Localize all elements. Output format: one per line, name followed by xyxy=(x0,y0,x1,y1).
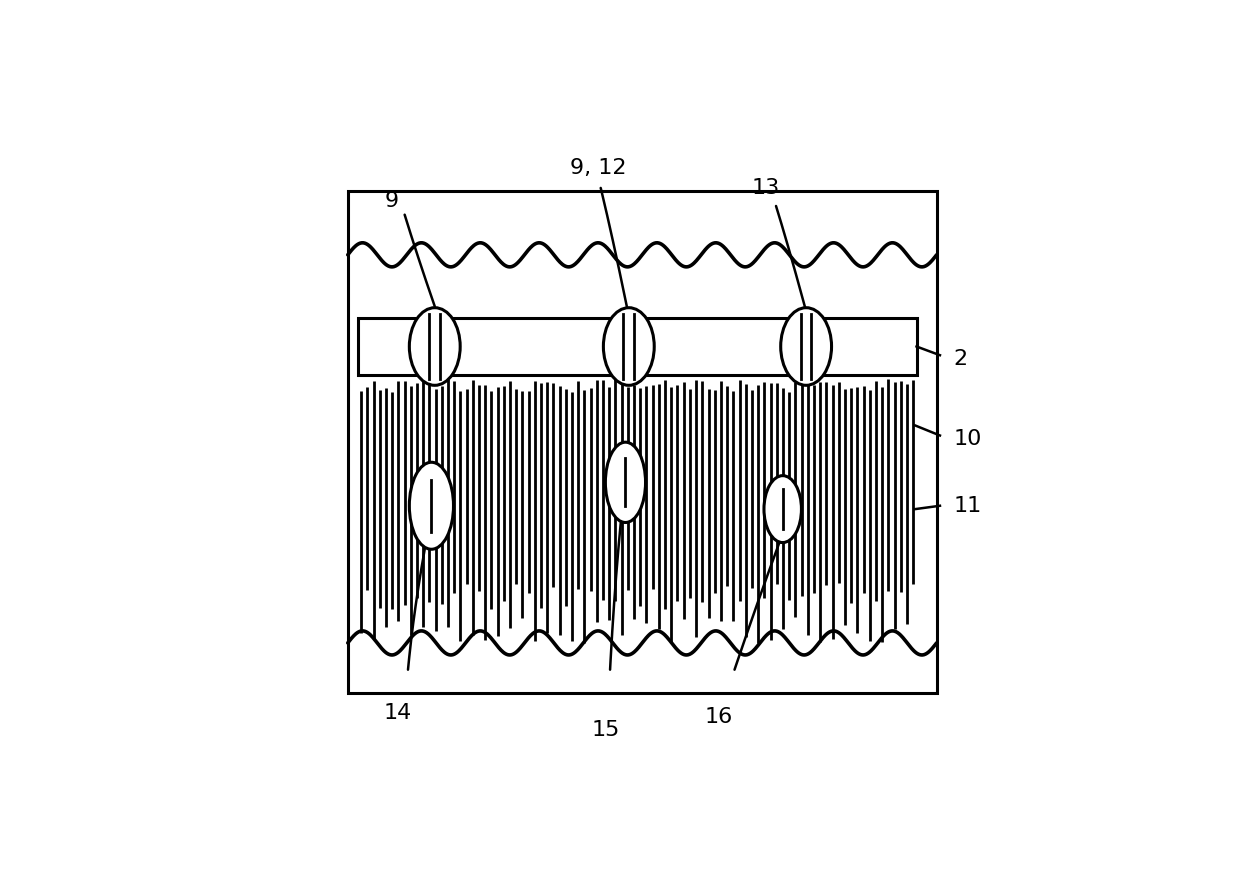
Text: 9, 12: 9, 12 xyxy=(570,158,627,178)
Text: 14: 14 xyxy=(384,703,412,723)
Text: 15: 15 xyxy=(591,720,620,740)
Text: 10: 10 xyxy=(954,428,982,449)
Text: 16: 16 xyxy=(706,706,733,726)
Bar xyxy=(358,318,916,375)
Ellipse shape xyxy=(409,308,460,385)
Text: 13: 13 xyxy=(751,178,780,198)
Text: 9: 9 xyxy=(384,191,398,211)
Text: 11: 11 xyxy=(954,495,982,516)
Ellipse shape xyxy=(604,308,655,385)
Text: 2: 2 xyxy=(954,348,967,368)
Ellipse shape xyxy=(605,442,646,522)
Ellipse shape xyxy=(781,308,832,385)
Ellipse shape xyxy=(409,462,454,549)
Ellipse shape xyxy=(764,475,801,542)
Bar xyxy=(347,191,936,693)
